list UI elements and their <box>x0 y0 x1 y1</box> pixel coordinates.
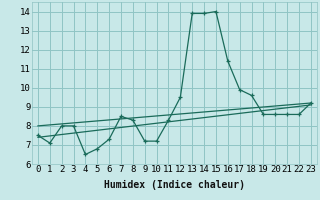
X-axis label: Humidex (Indice chaleur): Humidex (Indice chaleur) <box>104 180 245 190</box>
